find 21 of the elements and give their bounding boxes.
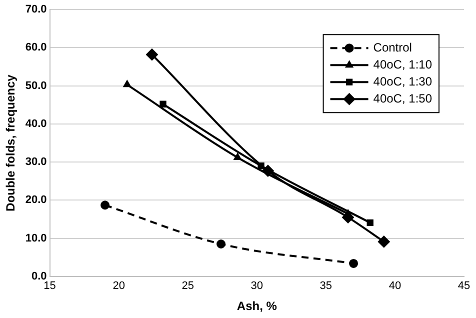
legend-label: 40oC, 1:30 <box>373 74 432 88</box>
legend-label: Control <box>373 40 412 54</box>
y-tick-label: 20.0 <box>25 194 47 206</box>
x-tick-label: 25 <box>182 280 194 292</box>
y-tick-label: 10.0 <box>25 232 47 244</box>
x-tick-label: 45 <box>458 280 470 292</box>
x-tick-label: 20 <box>112 280 125 292</box>
x-tick-label: 35 <box>320 280 332 292</box>
y-axis-title: Double folds, frequency <box>4 74 18 212</box>
y-tick-label: 40.0 <box>25 118 47 130</box>
y-tick-label: 0.0 <box>32 270 47 282</box>
x-tick-label: 40 <box>388 280 402 292</box>
y-tick-label: 50.0 <box>25 80 47 92</box>
legend-label: 40oC, 1:10 <box>373 57 432 72</box>
legend-label: 40oC, 1:50 <box>373 91 432 106</box>
y-tick-label: 30.0 <box>25 156 47 168</box>
x-axis-title: Ash, % <box>236 299 278 314</box>
x-tick-label: 15 <box>44 280 56 292</box>
y-tick-label: 70.0 <box>25 4 47 16</box>
x-tick-label: 30 <box>250 280 264 292</box>
y-tick-label: 60.0 <box>25 42 47 54</box>
